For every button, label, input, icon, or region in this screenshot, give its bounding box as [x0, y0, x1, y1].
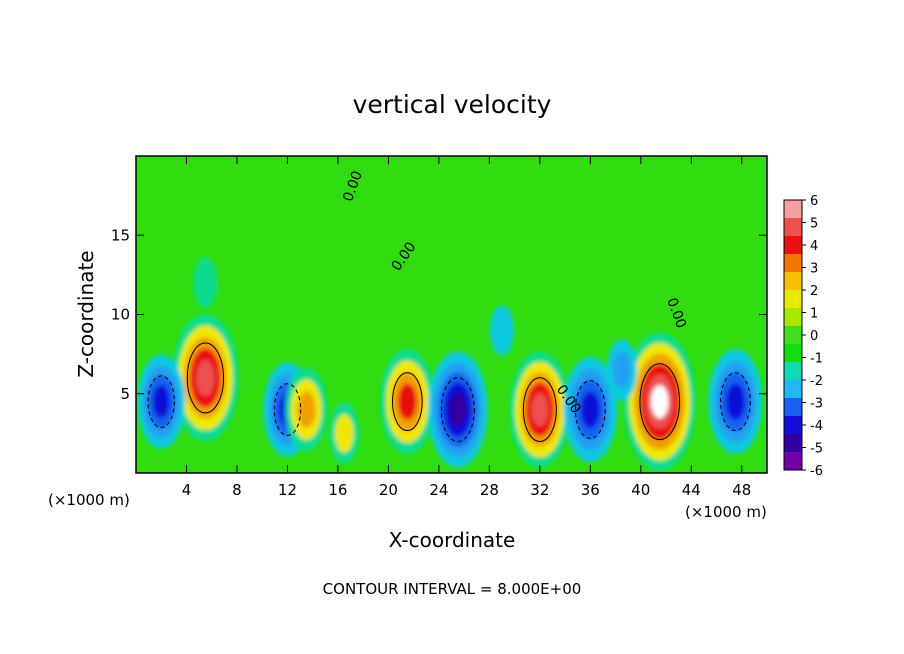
velocity-feature-4 — [137, 354, 186, 449]
velocity-feature-5 — [380, 349, 435, 455]
x-unit-label-left: (×1000 m) — [48, 491, 130, 509]
colorbar-swatch — [784, 434, 802, 453]
velocity-band — [449, 393, 467, 427]
contour-line — [639, 363, 681, 441]
x-unit-label-right: (×1000 m) — [685, 503, 767, 521]
contour-line — [391, 372, 423, 432]
velocity-feature-12 — [489, 305, 514, 356]
colorbar-swatch — [784, 236, 802, 255]
velocity-band — [297, 391, 316, 429]
contour-line — [522, 377, 557, 443]
y-tick-label: 5 — [120, 385, 130, 403]
colorbar-label: 0 — [810, 329, 818, 344]
plot-area: 0.000.000.000.00 — [136, 156, 767, 473]
y-axis-title: Z-coordinate — [74, 250, 98, 377]
colorbar-label: -3 — [810, 397, 823, 412]
colorbar-swatch — [784, 272, 802, 291]
x-tick-label: 24 — [429, 481, 448, 499]
chart-title: vertical velocity — [353, 90, 552, 119]
velocity-feature-10 — [708, 349, 763, 455]
x-tick-label: 4 — [182, 481, 192, 499]
colorbar-swatch — [784, 308, 802, 327]
colorbar-label: 4 — [810, 239, 818, 254]
colorbar-label: 2 — [810, 284, 818, 299]
velocity-band — [152, 385, 170, 419]
colorbar-swatch — [784, 380, 802, 399]
velocity-band — [531, 393, 549, 427]
velocity-feature-9 — [623, 332, 696, 471]
velocity-feature-2 — [285, 368, 328, 452]
contour-line — [273, 383, 302, 436]
colorbar: 6 5 4 3 2 1 0 -1 -2 -3 -4 -5 -6 — [783, 194, 823, 479]
colorbar-swatch — [784, 344, 802, 363]
x-tick-label: 36 — [581, 481, 600, 499]
x-axis-ticks: 4 8 12 16 20 24 28 32 36 40 44 48 — [182, 156, 751, 499]
velocity-band — [651, 384, 669, 419]
colorbar-swatch — [784, 362, 802, 381]
x-tick-label: 8 — [232, 481, 242, 499]
velocity-feature-6 — [427, 351, 488, 468]
colorbar-label: -6 — [810, 464, 823, 479]
velocity-feature-11 — [193, 257, 218, 308]
velocity-feature-0 — [172, 314, 239, 442]
x-tick-label: 28 — [480, 481, 499, 499]
colorbar-swatch — [784, 200, 802, 219]
x-tick-label: 16 — [328, 481, 347, 499]
x-tick-label: 40 — [631, 481, 650, 499]
colorbar-swatch — [784, 398, 802, 417]
colorbar-label: -5 — [810, 442, 823, 457]
velocity-feature-13 — [606, 339, 637, 401]
velocity-band — [612, 351, 632, 389]
contour-line — [720, 372, 751, 432]
colorbar-label: 6 — [810, 194, 818, 209]
velocity-band — [726, 383, 745, 420]
contour-interval-note: CONTOUR INTERVAL = 8.000E+00 — [323, 580, 582, 598]
x-tick-label: 44 — [682, 481, 701, 499]
colorbar-label: -4 — [810, 419, 823, 434]
y-axis-ticks: 5 10 15 — [111, 226, 767, 403]
y-tick-label: 15 — [111, 226, 130, 244]
x-tick-label: 48 — [732, 481, 751, 499]
x-tick-label: 32 — [530, 481, 549, 499]
x-tick-label: 12 — [278, 481, 297, 499]
velocity-band — [580, 391, 600, 428]
velocity-band — [334, 414, 354, 453]
colorbar-label: -2 — [810, 374, 823, 389]
velocity-feature-3 — [329, 402, 360, 464]
colorbar-swatch — [784, 254, 802, 273]
colorbar-swatch — [784, 416, 802, 435]
velocity-band — [489, 305, 514, 356]
colorbar-swatch — [784, 218, 802, 237]
contour-line — [147, 375, 175, 429]
colorbar-swatch — [784, 326, 802, 345]
y-tick-label: 10 — [111, 306, 130, 324]
colorbar-label: 5 — [810, 217, 818, 232]
velocity-band — [397, 383, 417, 420]
colorbar-label: -1 — [810, 352, 823, 367]
contour-line — [440, 377, 475, 443]
contour-line — [186, 342, 225, 414]
velocity-band — [193, 257, 218, 308]
contour-line — [574, 380, 606, 439]
x-axis-title: X-coordinate — [389, 528, 516, 552]
colorbar-label: 1 — [810, 307, 818, 322]
x-tick-label: 20 — [379, 481, 398, 499]
velocity-feature-7 — [509, 351, 570, 468]
colorbar-swatch — [784, 290, 802, 309]
colorbar-swatch — [784, 452, 802, 471]
colorbar-label: 3 — [810, 262, 818, 277]
velocity-band — [195, 359, 215, 397]
